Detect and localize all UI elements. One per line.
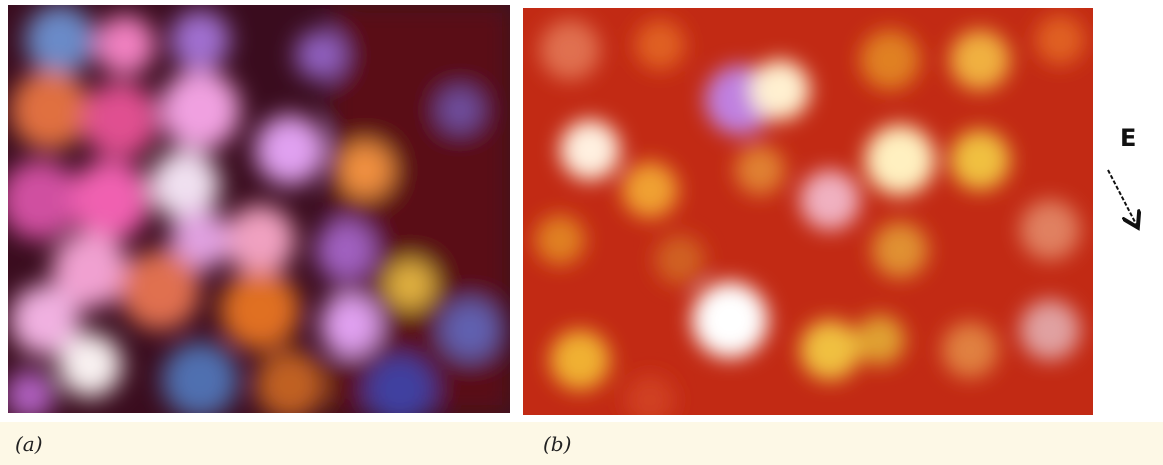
panel-label: (a) [15,432,43,456]
direction-label: E [1120,124,1136,152]
panel-label: (b) [543,432,571,456]
figure: E (a) (b) (() => { const data = JSON.par… [0,0,1163,465]
figure-images [0,0,1163,422]
direction-arrow [1108,170,1136,224]
image-a [0,5,510,422]
caption-strip [0,422,1163,465]
image-b [523,8,1093,422]
